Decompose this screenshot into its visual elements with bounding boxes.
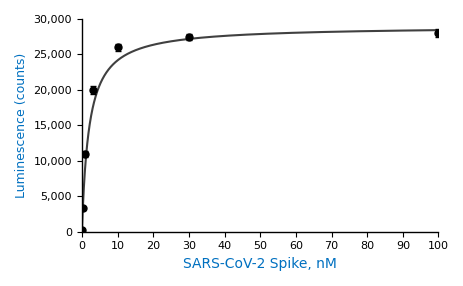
X-axis label: SARS-CoV-2 Spike, nM: SARS-CoV-2 Spike, nM xyxy=(183,257,337,271)
Y-axis label: Luminescence (counts): Luminescence (counts) xyxy=(15,53,28,198)
